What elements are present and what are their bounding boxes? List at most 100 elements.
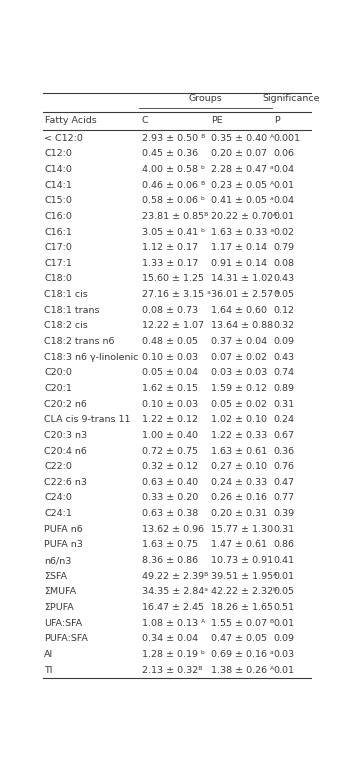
Text: 0.09: 0.09 bbox=[274, 337, 295, 346]
Text: 0.63 ± 0.40: 0.63 ± 0.40 bbox=[141, 478, 198, 487]
Text: 1.63 ± 0.75: 1.63 ± 0.75 bbox=[141, 540, 198, 549]
Text: C22:0: C22:0 bbox=[44, 462, 72, 472]
Text: 0.91 ± 0.14: 0.91 ± 0.14 bbox=[211, 259, 267, 268]
Text: 1.02 ± 0.10: 1.02 ± 0.10 bbox=[211, 415, 267, 424]
Text: C18:2 trans n6: C18:2 trans n6 bbox=[44, 337, 115, 346]
Text: P: P bbox=[274, 117, 279, 125]
Text: 0.06: 0.06 bbox=[274, 150, 295, 158]
Text: 1.00 ± 0.40: 1.00 ± 0.40 bbox=[141, 431, 198, 440]
Text: C24:1: C24:1 bbox=[44, 509, 72, 518]
Text: 0.07 ± 0.02: 0.07 ± 0.02 bbox=[211, 353, 267, 362]
Text: 0.69 ± 0.16 ᵃ: 0.69 ± 0.16 ᵃ bbox=[211, 650, 274, 659]
Text: 12.22 ± 1.07: 12.22 ± 1.07 bbox=[141, 321, 204, 330]
Text: 0.31: 0.31 bbox=[274, 400, 295, 409]
Text: C14:1: C14:1 bbox=[44, 181, 72, 189]
Text: C22:6 n3: C22:6 n3 bbox=[44, 478, 87, 487]
Text: 20.22 ± 0.70ᴬ: 20.22 ± 0.70ᴬ bbox=[211, 212, 277, 221]
Text: 1.22 ± 0.12: 1.22 ± 0.12 bbox=[141, 415, 198, 424]
Text: 1.55 ± 0.07 ᴮ: 1.55 ± 0.07 ᴮ bbox=[211, 619, 274, 628]
Text: C17:0: C17:0 bbox=[44, 243, 72, 252]
Text: C24:0: C24:0 bbox=[44, 494, 72, 503]
Text: 13.62 ± 0.96: 13.62 ± 0.96 bbox=[141, 525, 204, 534]
Text: 1.17 ± 0.14: 1.17 ± 0.14 bbox=[211, 243, 267, 252]
Text: C20:0: C20:0 bbox=[44, 369, 72, 378]
Text: C18:1 cis: C18:1 cis bbox=[44, 290, 88, 299]
Text: 16.47 ± 2.45: 16.47 ± 2.45 bbox=[141, 603, 204, 612]
Text: 2.93 ± 0.50 ᴮ: 2.93 ± 0.50 ᴮ bbox=[141, 134, 205, 143]
Text: 0.41 ± 0.05 ᵃ: 0.41 ± 0.05 ᵃ bbox=[211, 196, 274, 205]
Text: 15.77 ± 1.30: 15.77 ± 1.30 bbox=[211, 525, 273, 534]
Text: 0.08 ± 0.73: 0.08 ± 0.73 bbox=[141, 306, 198, 315]
Text: 0.31: 0.31 bbox=[274, 525, 295, 534]
Text: 0.36: 0.36 bbox=[274, 446, 295, 456]
Text: 0.20 ± 0.07: 0.20 ± 0.07 bbox=[211, 150, 267, 158]
Text: 1.33 ± 0.17: 1.33 ± 0.17 bbox=[141, 259, 198, 268]
Text: 1.08 ± 0.13 ᴬ: 1.08 ± 0.13 ᴬ bbox=[141, 619, 205, 628]
Text: 0.35 ± 0.40 ᴬ: 0.35 ± 0.40 ᴬ bbox=[211, 134, 274, 143]
Text: Fatty Acids: Fatty Acids bbox=[45, 117, 97, 125]
Text: 1.64 ± 0.60: 1.64 ± 0.60 bbox=[211, 306, 267, 315]
Text: 1.38 ± 0.26 ᴬ: 1.38 ± 0.26 ᴬ bbox=[211, 665, 274, 674]
Text: Groups: Groups bbox=[189, 94, 223, 103]
Text: 0.43: 0.43 bbox=[274, 353, 295, 362]
Text: C18:0: C18:0 bbox=[44, 275, 72, 284]
Text: 0.79: 0.79 bbox=[274, 243, 295, 252]
Text: 0.34 ± 0.04: 0.34 ± 0.04 bbox=[141, 634, 198, 643]
Text: 34.35 ± 2.84ᵃ: 34.35 ± 2.84ᵃ bbox=[141, 588, 208, 597]
Text: 0.10 ± 0.03: 0.10 ± 0.03 bbox=[141, 353, 198, 362]
Text: CLA cis 9-trans 11: CLA cis 9-trans 11 bbox=[44, 415, 131, 424]
Text: 10.73 ± 0.91: 10.73 ± 0.91 bbox=[211, 556, 273, 565]
Text: C: C bbox=[141, 117, 148, 125]
Text: 0.47 ± 0.05: 0.47 ± 0.05 bbox=[211, 634, 267, 643]
Text: 0.72 ± 0.75: 0.72 ± 0.75 bbox=[141, 446, 198, 456]
Text: 1.47 ± 0.61: 1.47 ± 0.61 bbox=[211, 540, 267, 549]
Text: 3.05 ± 0.41 ᵇ: 3.05 ± 0.41 ᵇ bbox=[141, 227, 205, 237]
Text: PUFA n3: PUFA n3 bbox=[44, 540, 83, 549]
Text: 0.24 ± 0.33: 0.24 ± 0.33 bbox=[211, 478, 267, 487]
Text: 42.22 ± 2.32ᵇ: 42.22 ± 2.32ᵇ bbox=[211, 588, 277, 597]
Text: 39.51 ± 1.95ᴬ: 39.51 ± 1.95ᴬ bbox=[211, 571, 277, 581]
Text: 0.58 ± 0.06 ᵇ: 0.58 ± 0.06 ᵇ bbox=[141, 196, 205, 205]
Text: 0.03 ± 0.03: 0.03 ± 0.03 bbox=[211, 369, 267, 378]
Text: 0.48 ± 0.05: 0.48 ± 0.05 bbox=[141, 337, 198, 346]
Text: C20:3 n3: C20:3 n3 bbox=[44, 431, 87, 440]
Text: 0.86: 0.86 bbox=[274, 540, 295, 549]
Text: 0.03: 0.03 bbox=[274, 650, 295, 659]
Text: 0.41: 0.41 bbox=[274, 556, 295, 565]
Text: 23.81 ± 0.85ᴮ: 23.81 ± 0.85ᴮ bbox=[141, 212, 208, 221]
Text: 0.26 ± 0.16: 0.26 ± 0.16 bbox=[211, 494, 267, 503]
Text: 13.64 ± 0.88: 13.64 ± 0.88 bbox=[211, 321, 273, 330]
Text: 0.02: 0.02 bbox=[274, 227, 295, 237]
Text: 0.08: 0.08 bbox=[274, 259, 295, 268]
Text: 0.12: 0.12 bbox=[274, 306, 295, 315]
Text: 0.001: 0.001 bbox=[274, 134, 301, 143]
Text: 0.05 ± 0.04: 0.05 ± 0.04 bbox=[141, 369, 198, 378]
Text: 1.63 ± 0.33 ᵃ: 1.63 ± 0.33 ᵃ bbox=[211, 227, 274, 237]
Text: 1.63 ± 0.61: 1.63 ± 0.61 bbox=[211, 446, 267, 456]
Text: PUFA n6: PUFA n6 bbox=[44, 525, 83, 534]
Text: 0.37 ± 0.04: 0.37 ± 0.04 bbox=[211, 337, 267, 346]
Text: 1.62 ± 0.15: 1.62 ± 0.15 bbox=[141, 384, 198, 393]
Text: 49.22 ± 2.39ᴮ: 49.22 ± 2.39ᴮ bbox=[141, 571, 208, 581]
Text: 0.45 ± 0.36: 0.45 ± 0.36 bbox=[141, 150, 198, 158]
Text: C14:0: C14:0 bbox=[44, 165, 72, 174]
Text: 0.05 ± 0.02: 0.05 ± 0.02 bbox=[211, 400, 267, 409]
Text: 27.16 ± 3.15 ᵃ: 27.16 ± 3.15 ᵃ bbox=[141, 290, 210, 299]
Text: ΣMUFA: ΣMUFA bbox=[44, 588, 76, 597]
Text: 15.60 ± 1.25: 15.60 ± 1.25 bbox=[141, 275, 204, 284]
Text: n6/n3: n6/n3 bbox=[44, 556, 71, 565]
Text: 0.01: 0.01 bbox=[274, 571, 295, 581]
Text: C20:2 n6: C20:2 n6 bbox=[44, 400, 87, 409]
Text: 1.22 ± 0.33: 1.22 ± 0.33 bbox=[211, 431, 267, 440]
Text: 0.04: 0.04 bbox=[274, 165, 295, 174]
Text: TI: TI bbox=[44, 665, 53, 674]
Text: 0.74: 0.74 bbox=[274, 369, 295, 378]
Text: PE: PE bbox=[211, 117, 223, 125]
Text: C20:4 n6: C20:4 n6 bbox=[44, 446, 87, 456]
Text: 0.05: 0.05 bbox=[274, 290, 295, 299]
Text: C18:1 trans: C18:1 trans bbox=[44, 306, 100, 315]
Text: 8.36 ± 0.86: 8.36 ± 0.86 bbox=[141, 556, 198, 565]
Text: 1.12 ± 0.17: 1.12 ± 0.17 bbox=[141, 243, 198, 252]
Text: C17:1: C17:1 bbox=[44, 259, 72, 268]
Text: 0.32: 0.32 bbox=[274, 321, 295, 330]
